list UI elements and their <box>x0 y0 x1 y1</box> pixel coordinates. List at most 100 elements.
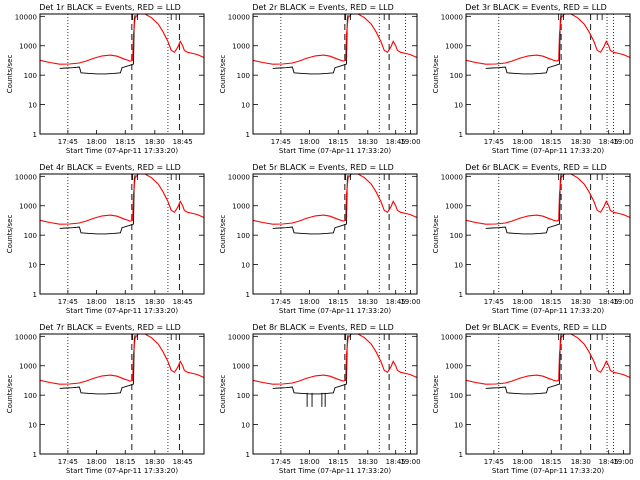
flag-bracket <box>596 333 603 340</box>
x-axis-label: Start Time (07-Apr-11 17:33:20) <box>279 307 391 315</box>
detector-panel: Det 1r BLACK = Events, RED = LLD Counts/s… <box>6 3 205 155</box>
y-tick-label: 10 <box>241 262 250 270</box>
lld-series <box>465 333 631 385</box>
detector-panel: Det 6r BLACK = Events, RED = LLD Counts/s… <box>432 163 634 315</box>
x-tick-label: 18:30 <box>571 458 591 466</box>
y-tick-label: 10000 <box>15 173 37 181</box>
detector-panel: Det 5r BLACK = Events, RED = LLD Counts/s… <box>219 163 421 315</box>
x-tick-label: 18:45 <box>173 458 193 466</box>
x-tick-label: 17:45 <box>58 138 78 146</box>
panel-title: Det 5r BLACK = Events, RED = LLD <box>252 163 394 172</box>
y-tick-label: 1000 <box>445 43 463 51</box>
y-tick-label: 1 <box>33 131 37 139</box>
events-series <box>485 15 562 75</box>
y-tick-label: 10000 <box>228 333 250 341</box>
x-tick-label: 18:45 <box>386 138 406 146</box>
x-axis-label: Start Time (07-Apr-11 17:33:20) <box>66 307 178 315</box>
y-tick-label: 1000 <box>232 203 250 211</box>
y-tick-label: 100 <box>237 72 250 80</box>
x-tick-label: 19:00 <box>400 138 420 146</box>
events-series <box>272 175 349 235</box>
x-tick-label: 18:45 <box>386 458 406 466</box>
x-tick-label: 18:00 <box>512 298 532 306</box>
y-tick-label: 10 <box>28 422 37 430</box>
plot-frame <box>465 173 631 295</box>
y-tick-label: 1 <box>33 451 37 459</box>
x-tick-label: 17:45 <box>271 298 291 306</box>
plot-frame <box>39 333 205 455</box>
x-tick-label: 18:30 <box>571 138 591 146</box>
plot-frame <box>39 173 205 295</box>
x-tick-label: 17:45 <box>58 458 78 466</box>
y-tick-label: 1 <box>459 131 463 139</box>
panel-title: Det 9r BLACK = Events, RED = LLD <box>465 323 607 332</box>
y-tick-label: 10 <box>241 422 250 430</box>
x-tick-label: 18:45 <box>173 298 193 306</box>
x-tick-label: 18:30 <box>571 298 591 306</box>
y-tick-label: 10 <box>454 262 463 270</box>
flag-bracket <box>170 333 177 340</box>
y-tick-label: 1 <box>246 451 250 459</box>
x-tick-label: 18:15 <box>541 458 561 466</box>
panel-title: Det 3r BLACK = Events, RED = LLD <box>465 3 607 12</box>
y-tick-label: 100 <box>237 392 250 400</box>
y-tick-label: 1 <box>33 291 37 299</box>
panel-title: Det 4r BLACK = Events, RED = LLD <box>39 163 181 172</box>
x-axis-label: Start Time (07-Apr-11 17:33:20) <box>492 307 604 315</box>
panel-title: Det 2r BLACK = Events, RED = LLD <box>252 3 394 12</box>
x-tick-label: 17:45 <box>484 458 504 466</box>
y-axis-label: Counts/sec <box>219 55 227 94</box>
x-axis-label: Start Time (07-Apr-11 17:33:20) <box>492 467 604 475</box>
x-tick-label: 18:00 <box>86 138 106 146</box>
x-tick-label: 18:30 <box>358 298 378 306</box>
y-tick-label: 10000 <box>441 173 463 181</box>
y-axis-label: Counts/sec <box>432 375 440 414</box>
flag-bracket <box>383 173 390 180</box>
plot-frame <box>252 333 418 455</box>
flag-bracket <box>170 13 177 20</box>
events-series <box>485 335 562 395</box>
y-tick-label: 100 <box>24 392 37 400</box>
y-tick-label: 10 <box>28 102 37 110</box>
x-tick-label: 18:15 <box>328 138 348 146</box>
plot-frame <box>465 333 631 455</box>
flag-bracket <box>170 173 177 180</box>
x-tick-label: 18:00 <box>86 458 106 466</box>
x-tick-label: 17:45 <box>271 138 291 146</box>
x-tick-label: 18:15 <box>328 298 348 306</box>
x-tick-label: 18:30 <box>145 458 165 466</box>
y-tick-label: 10000 <box>441 13 463 21</box>
x-tick-label: 18:00 <box>299 458 319 466</box>
x-tick-label: 18:15 <box>328 458 348 466</box>
y-axis-label: Counts/sec <box>219 215 227 254</box>
events-series <box>59 335 136 395</box>
events-series <box>485 175 562 235</box>
x-tick-label: 18:00 <box>512 458 532 466</box>
y-tick-label: 100 <box>450 232 463 240</box>
flag-bracket <box>596 13 603 20</box>
x-tick-label: 18:45 <box>173 138 193 146</box>
y-tick-label: 1000 <box>445 363 463 371</box>
x-tick-label: 18:45 <box>386 298 406 306</box>
y-tick-label: 1000 <box>19 363 37 371</box>
flag-bracket <box>596 173 603 180</box>
detector-panel: Det 2r BLACK = Events, RED = LLD Counts/s… <box>219 3 421 155</box>
y-tick-label: 1000 <box>232 363 250 371</box>
detector-panel: Det 7r BLACK = Events, RED = LLD Counts/s… <box>6 323 205 475</box>
y-tick-label: 1 <box>459 291 463 299</box>
x-tick-label: 19:00 <box>613 458 633 466</box>
x-tick-label: 18:30 <box>145 138 165 146</box>
flag-bracket <box>383 13 390 20</box>
x-tick-label: 19:00 <box>400 458 420 466</box>
y-tick-label: 10000 <box>15 13 37 21</box>
y-tick-label: 1000 <box>445 203 463 211</box>
y-tick-label: 1 <box>246 291 250 299</box>
detector-panel: Det 3r BLACK = Events, RED = LLD Counts/s… <box>432 3 634 155</box>
x-tick-label: 18:00 <box>299 138 319 146</box>
lld-series <box>465 173 631 225</box>
plot-frame <box>252 173 418 295</box>
y-tick-label: 100 <box>450 72 463 80</box>
y-tick-label: 10000 <box>441 333 463 341</box>
x-tick-label: 18:15 <box>541 138 561 146</box>
